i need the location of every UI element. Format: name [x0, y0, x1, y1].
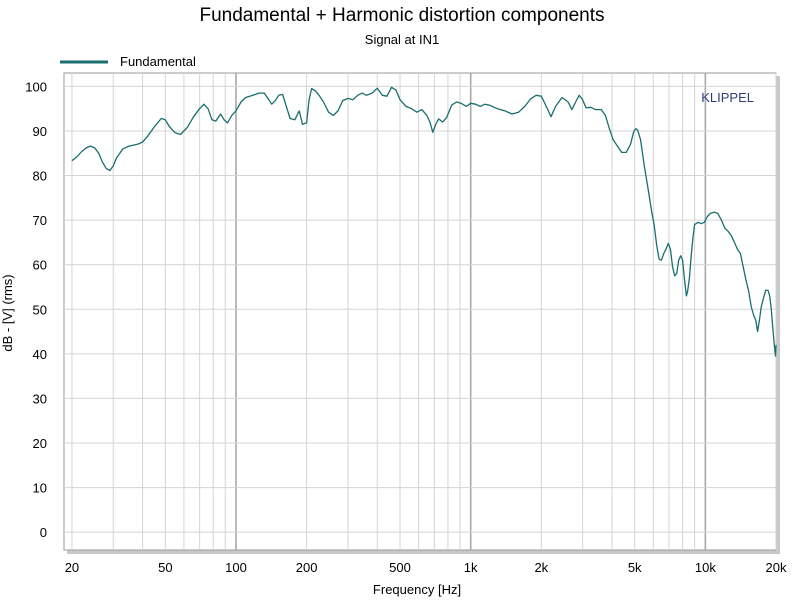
y-tick-label: 100 — [25, 79, 47, 94]
y-tick-label: 0 — [40, 525, 47, 540]
y-tick-label: 90 — [33, 124, 47, 139]
x-tick-label: 200 — [296, 560, 318, 575]
y-tick-label: 50 — [33, 302, 47, 317]
y-axis-ticks: 0 10 20 30 40 50 60 70 80 90 100 — [25, 79, 47, 540]
legend: Fundamental — [60, 54, 196, 69]
y-tick-label: 80 — [33, 169, 47, 184]
x-tick-label: 20k — [766, 560, 787, 575]
x-tick-label: 50 — [158, 560, 172, 575]
y-tick-label: 70 — [33, 213, 47, 228]
chart-title: Fundamental + Harmonic distortion compon… — [199, 5, 604, 26]
x-axis-ticks: 20 50 100 200 500 1k 2k 5k 10k 20k — [65, 560, 787, 575]
y-tick-label: 30 — [33, 391, 47, 406]
y-tick-label: 10 — [33, 481, 47, 496]
x-tick-label: 10k — [695, 560, 716, 575]
legend-label-fundamental: Fundamental — [120, 54, 196, 69]
chart-subtitle: Signal at IN1 — [365, 32, 439, 47]
series-line-fundamental — [71, 86, 777, 357]
x-tick-label: 1k — [464, 560, 478, 575]
x-tick-label: 20 — [65, 560, 79, 575]
x-axis-label: Frequency [Hz] — [373, 582, 461, 597]
x-tick-label: 2k — [534, 560, 548, 575]
plot-area — [63, 72, 777, 551]
x-tick-label: 100 — [225, 560, 247, 575]
x-tick-label: 500 — [389, 560, 411, 575]
y-tick-label: 60 — [33, 258, 47, 273]
y-tick-label: 40 — [33, 347, 47, 362]
y-axis-label: dB - [V] (rms) — [0, 274, 15, 351]
x-tick-label: 5k — [628, 560, 642, 575]
watermark-klippel: KLIPPEL — [701, 90, 754, 105]
y-tick-label: 20 — [33, 436, 47, 451]
grid — [64, 73, 777, 550]
